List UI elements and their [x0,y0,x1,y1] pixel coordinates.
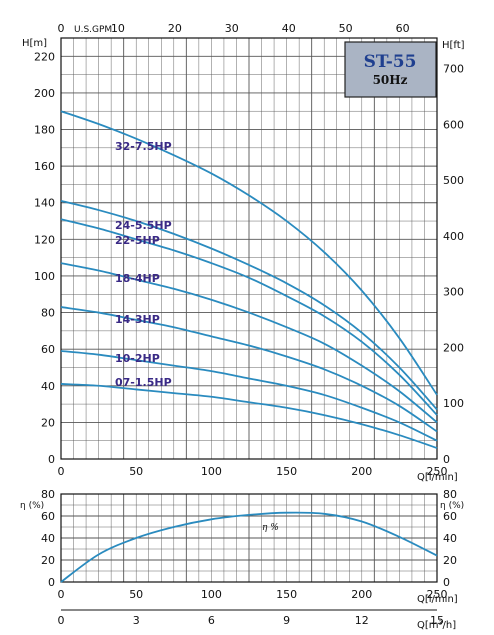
head-curve-22-5hp [60,218,438,416]
x-top-axis-label: U.S.GPM [74,25,112,35]
efficiency-annotation: η % [262,523,279,533]
eff-x-tick-label: 100 [201,588,222,601]
y-tick-label: 220 [34,50,55,63]
eff-y-right-tick-label: 60 [443,510,457,523]
eff-y-right-tick-label: 20 [443,554,457,567]
series-label: 22-5HP [115,234,160,247]
x-tick-label: 250 [427,465,448,478]
series-label: 18-4HP [115,272,160,285]
x-top-tick-label: 40 [282,22,296,35]
eff-x-tick-label: 150 [276,588,297,601]
y-right-tick-label: 100 [443,397,464,410]
bottom-plot-frame [60,493,438,583]
series-label: 14-3HP [115,313,160,326]
x-top-tick-label: 30 [225,22,239,35]
eff-y-axis-label: η (%) [20,501,44,511]
y-tick-label: 200 [34,87,55,100]
eff-y-right-tick-label: 80 [443,488,457,501]
eff-x-tick-label: 200 [351,588,372,601]
eff-x-m3-tick-label: 0 [58,614,65,627]
y-right-tick-label: 400 [443,230,464,243]
y-right-axis-label: H[ft] [442,40,465,51]
y-tick-label: 180 [34,124,55,137]
y-tick-label: 40 [41,380,55,393]
y-tick-label: 120 [34,233,55,246]
eff-y-right-tick-label: 0 [443,576,450,589]
eff-x-tick-label: 50 [129,588,143,601]
grid-lines [61,38,437,582]
eff-y-tick-label: 60 [41,510,55,523]
eff-x-tick-label: 0 [58,588,65,601]
eff-y-tick-label: 0 [48,576,55,589]
eff-x-tick-label: 250 [427,588,448,601]
y-axis-label: H[m] [22,38,47,49]
x-tick-label: 100 [201,465,222,478]
eff-x-axis-label: Q[l/min] [417,594,458,605]
x-tick-label: 0 [58,465,65,478]
head-curve-24-5-5hp [60,200,438,411]
eff-x-m3-tick-label: 6 [208,614,215,627]
x-tick-label: 50 [129,465,143,478]
series-label: 32-7.5HP [115,140,172,153]
top-plot-frame [60,37,438,460]
chart-title: ST-55 [364,52,417,72]
eff-y-right-tick-label: 40 [443,532,457,545]
efficiency-curve [60,511,438,583]
y-right-tick-label: 600 [443,118,464,131]
y-tick-label: 0 [48,453,55,466]
y-tick-label: 80 [41,307,55,320]
eff-x-m3-tick-label: 12 [355,614,369,627]
eff-y-tick-label: 80 [41,488,55,501]
y-right-tick-label: 700 [443,62,464,75]
head-curve-32-7-5hp [60,110,438,396]
head-curve-07-1-5hp [60,383,438,449]
eff-y-tick-label: 20 [41,554,55,567]
y-right-tick-label: 500 [443,174,464,187]
y-tick-label: 60 [41,343,55,356]
title-box [344,41,437,98]
eff-x-m3-tick-label: 9 [283,614,290,627]
x-axis-label: Q[l/min] [417,472,458,483]
head-curve-14-3hp [60,306,438,433]
series-label: 24-5.5HP [115,219,172,232]
chart-subtitle: 50Hz [373,73,408,87]
eff-x-m3-tick-label: 3 [133,614,140,627]
eff-x-m3-tick-label: 15 [430,614,444,627]
eff-y-tick-label: 40 [41,532,55,545]
eff-x-m3-axis-label: Q[m³/h] [417,620,456,631]
x-tick-label: 150 [276,465,297,478]
plot-frames [60,37,438,611]
y-right-tick-label: 0 [443,453,450,466]
y-right-tick-label: 200 [443,341,464,354]
x-top-tick-label: 0 [58,22,65,35]
series-label: 10-2HP [115,352,160,365]
x-top-tick-label: 50 [339,22,353,35]
x-tick-label: 200 [351,465,372,478]
x-top-tick-label: 20 [168,22,182,35]
head-curve-18-4hp [60,262,438,424]
series-label: 07-1.5HP [115,376,172,389]
eff-y-right-axis-label: η (%) [440,501,464,511]
y-tick-label: 140 [34,197,55,210]
y-right-tick-label: 300 [443,286,464,299]
x-top-tick-label: 60 [396,22,410,35]
y-tick-label: 20 [41,416,55,429]
curves [60,110,438,583]
y-tick-label: 160 [34,160,55,173]
head-curve-10-2hp [60,350,438,442]
x-top-tick-label: 10 [111,22,125,35]
y-tick-label: 100 [34,270,55,283]
